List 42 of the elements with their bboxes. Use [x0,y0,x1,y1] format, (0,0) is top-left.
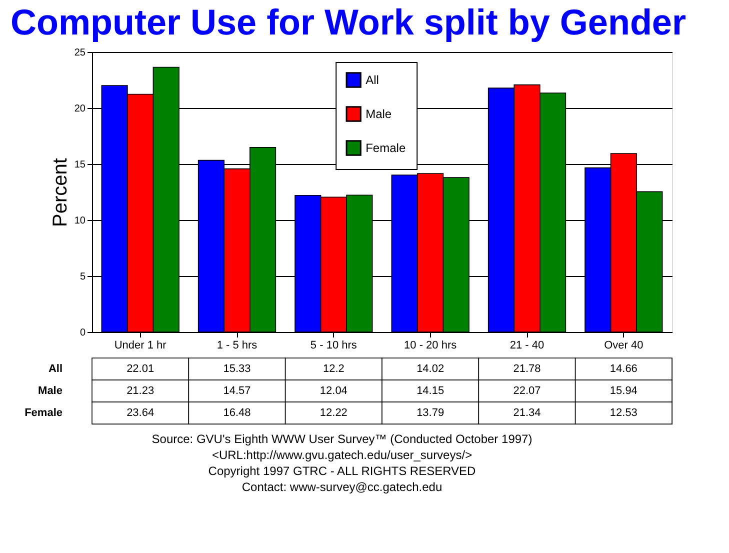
data-label: 23.64 [126,407,154,419]
legend-label: All [366,73,379,87]
data-label: 15.94 [610,385,638,397]
x-tick-label: 10 - 20 hrs [404,340,458,352]
data-label: 21.78 [513,363,541,375]
y-tick-label: 5 [80,272,86,282]
data-label: 12.22 [320,407,348,419]
data-label: 12.53 [610,407,638,419]
data-label: 22.01 [126,363,154,375]
text: Copyright 1997 GTRC - ALL RIGHTS RESERVED [208,464,476,478]
y-tick-label: 15 [74,160,86,170]
source-note: Source: GVU's Eighth WWW User Survey™ (Conducted October 1997) [152,432,532,446]
x-tick-label: 5 - 10 hrs [310,340,358,352]
data-label: 14.02 [416,363,444,375]
data-label: 16.48 [223,407,251,419]
x-tick-label: Over 40 [604,340,644,352]
x-tick-label: Under 1 hr [114,340,167,352]
data-label: 22.07 [513,385,541,397]
y-axis-title: Percent [49,158,72,227]
chart-title: Computer Use for Work split by Gender [10,2,686,42]
data-label: 14.66 [610,363,638,375]
y-tick-label: 0 [80,328,86,338]
y-tick-label: 20 [74,104,86,114]
data-label: 21.23 [126,385,154,397]
legend-label: Female [366,141,406,155]
text: Contact: www-survey@cc.gatech.edu [242,480,442,494]
data-label: 12.2 [322,363,344,375]
data-label: 21.34 [513,407,541,419]
data-label: 15.33 [223,363,251,375]
data-label: 13.79 [416,407,444,419]
text: Female [24,407,62,419]
text: All [48,363,62,375]
data-label: 12.04 [320,385,348,397]
legend-label: Male [366,107,392,121]
data-label: 14.57 [223,385,251,397]
x-tick-label: 1 - 5 hrs [216,340,258,352]
x-tick-label: 21 - 40 [510,340,544,352]
y-tick-label: 25 [74,48,86,58]
y-tick-label: 10 [74,216,86,226]
text: <URL:http://www.gvu.gatech.edu/user_surveys/> [212,448,472,462]
data-label: 14.15 [416,385,444,397]
text: Male [38,385,62,397]
